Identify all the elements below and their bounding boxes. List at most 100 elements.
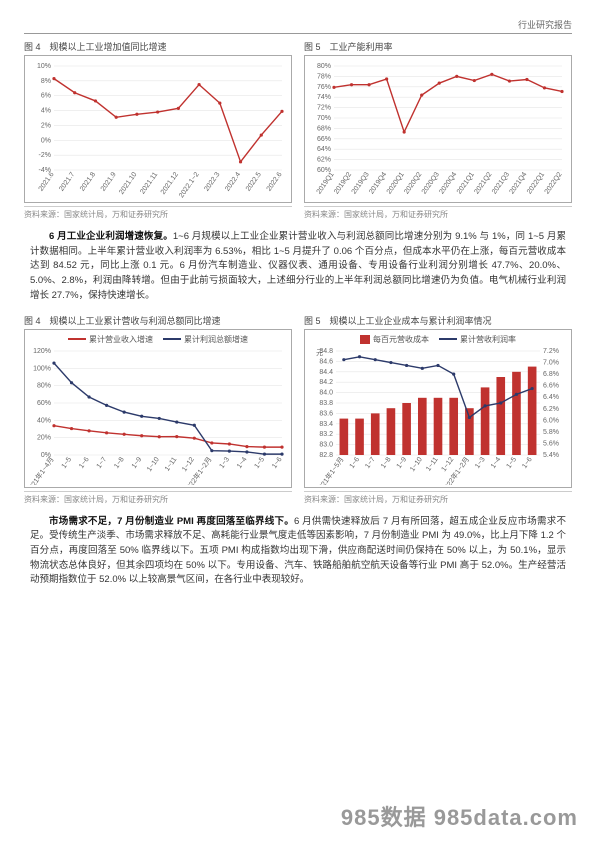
svg-text:1~6: 1~6 [78, 456, 91, 470]
svg-text:80%: 80% [317, 63, 331, 70]
chart4-caption: 图 5 规模以上工业企业成本与累计利润率情况 [304, 314, 572, 327]
svg-text:1~5: 1~5 [254, 456, 267, 470]
svg-text:70%: 70% [317, 115, 331, 122]
svg-text:1~3: 1~3 [218, 456, 231, 470]
svg-text:1~12: 1~12 [181, 456, 196, 473]
svg-text:60%: 60% [37, 400, 51, 407]
svg-text:2022Q2: 2022Q2 [544, 171, 564, 196]
chart3-caption: 图 4 规模以上工业累计营收与利润总额同比增速 [24, 314, 292, 327]
svg-text:2021.6: 2021.6 [38, 171, 56, 193]
svg-text:2021.10: 2021.10 [118, 171, 138, 196]
svg-text:1~11: 1~11 [425, 456, 440, 473]
chart2-panel: 图 5 工业产能利用率 60%62%64%66%68%70%72%74%76%7… [304, 40, 572, 230]
chart1-caption: 图 4 规模以上工业增加值同比增速 [24, 40, 292, 53]
svg-text:6.4%: 6.4% [543, 394, 559, 401]
paragraph-1: 6 月工业企业利润增速恢复。1~6 月规模以上工业企业累计营业收入与利润总额同比… [30, 230, 566, 304]
svg-text:6.8%: 6.8% [543, 371, 559, 378]
svg-text:2022.1~2: 2022.1~2 [178, 171, 201, 199]
svg-text:83.8: 83.8 [319, 400, 333, 407]
svg-text:83.6: 83.6 [319, 410, 333, 417]
svg-text:1~10: 1~10 [409, 456, 424, 473]
chart2-caption: 图 5 工业产能利用率 [304, 40, 572, 53]
svg-text:6.2%: 6.2% [543, 405, 559, 412]
chart3-panel: 图 4 规模以上工业累计营收与利润总额同比增速 累计营业收入增速 累计利润总额增… [24, 314, 292, 515]
svg-text:100%: 100% [33, 365, 51, 372]
watermark: 985数据 985data.com [341, 800, 578, 832]
svg-text:1~11: 1~11 [164, 456, 179, 473]
svg-text:2021年1~5月: 2021年1~5月 [314, 455, 345, 485]
svg-text:82.8: 82.8 [319, 452, 333, 459]
svg-text:1~6: 1~6 [349, 456, 362, 470]
paragraph-2: 市场需求不足，7 月份制造业 PMI 再度回落至临界线下。6 月供需快速释放后 … [30, 515, 566, 589]
svg-text:2022.6: 2022.6 [266, 171, 284, 193]
svg-text:2022.4: 2022.4 [224, 171, 242, 193]
svg-text:2022.3: 2022.3 [203, 171, 221, 193]
svg-text:1~5: 1~5 [61, 456, 74, 470]
chart1-source: 资料来源：国家统计局，万和证券研究所 [24, 206, 292, 220]
svg-text:1~5: 1~5 [506, 456, 519, 470]
svg-text:64%: 64% [317, 146, 331, 153]
svg-text:120%: 120% [33, 348, 51, 355]
svg-text:8%: 8% [41, 78, 51, 85]
svg-text:5.4%: 5.4% [543, 452, 559, 459]
svg-text:84.0: 84.0 [319, 389, 333, 396]
svg-text:6.6%: 6.6% [543, 382, 559, 389]
svg-text:2021.8: 2021.8 [79, 171, 97, 193]
chart3-box: 累计营业收入增速 累计利润总额增速 0%20%40%60%80%100%120%… [24, 329, 292, 488]
svg-text:1~6: 1~6 [271, 456, 284, 470]
svg-text:84.4: 84.4 [319, 368, 333, 375]
svg-text:1~6: 1~6 [521, 456, 534, 470]
svg-text:6%: 6% [41, 93, 51, 100]
chart3-legend: 累计营业收入增速 累计利润总额增速 [27, 334, 289, 345]
svg-text:2022.5: 2022.5 [245, 171, 263, 193]
legend-swatch-icon [163, 338, 181, 340]
svg-text:2021.11: 2021.11 [139, 171, 159, 195]
chart2-svg: 60%62%64%66%68%70%72%74%76%78%80%2019Q12… [307, 60, 569, 200]
svg-text:66%: 66% [317, 136, 331, 143]
chart2-box: 60%62%64%66%68%70%72%74%76%78%80%2019Q12… [304, 55, 572, 203]
svg-text:10%: 10% [37, 63, 51, 70]
svg-text:83.4: 83.4 [319, 420, 333, 427]
svg-text:83.0: 83.0 [319, 441, 333, 448]
svg-text:76%: 76% [317, 84, 331, 91]
legend-swatch-icon [439, 338, 457, 340]
svg-text:6.0%: 6.0% [543, 417, 559, 424]
report-page: 行业研究报告 图 4 规模以上工业增加值同比增速 -4%-2%0%2%4%6%8… [0, 0, 596, 842]
svg-text:1~10: 1~10 [146, 456, 161, 473]
chart4-legend: 每百元营收成本 累计营收利润率 [307, 334, 569, 345]
svg-text:2021.7: 2021.7 [58, 171, 76, 193]
svg-text:74%: 74% [317, 94, 331, 101]
svg-text:1~3: 1~3 [474, 456, 487, 470]
svg-text:2021年1~4月: 2021年1~4月 [27, 455, 56, 485]
svg-text:84.2: 84.2 [319, 379, 333, 386]
chart1-panel: 图 4 规模以上工业增加值同比增速 -4%-2%0%2%4%6%8%10%202… [24, 40, 292, 230]
chart4-svg: 82.883.083.283.483.683.884.084.284.484.6… [307, 345, 569, 485]
svg-text:62%: 62% [317, 157, 331, 164]
svg-text:5.6%: 5.6% [543, 440, 559, 447]
svg-text:1~7: 1~7 [96, 456, 109, 470]
svg-text:1~12: 1~12 [441, 456, 456, 473]
svg-text:72%: 72% [317, 105, 331, 112]
chart3-svg: 0%20%40%60%80%100%120%2021年1~4月1~51~61~7… [27, 345, 289, 485]
svg-text:4%: 4% [41, 108, 51, 115]
svg-text:68%: 68% [317, 125, 331, 132]
svg-text:2021.12: 2021.12 [160, 171, 180, 196]
svg-text:1~9: 1~9 [396, 456, 409, 470]
svg-text:78%: 78% [317, 73, 331, 80]
page-header: 行业研究报告 [24, 18, 572, 34]
chart4-source: 资料来源：国家统计局，万和证券研究所 [304, 491, 572, 505]
svg-text:2021.9: 2021.9 [100, 171, 118, 193]
legend-label: 累计营收利润率 [460, 334, 516, 345]
legend-swatch-icon [68, 338, 86, 340]
chart1-box: -4%-2%0%2%4%6%8%10%2021.62021.72021.8202… [24, 55, 292, 203]
svg-text:0%: 0% [41, 137, 51, 144]
legend-label: 累计利润总额增速 [184, 334, 248, 345]
legend-label: 累计营业收入增速 [89, 334, 153, 345]
svg-text:7.0%: 7.0% [543, 359, 559, 366]
svg-text:7.2%: 7.2% [543, 348, 559, 355]
chart4-box: 每百元营收成本 累计营收利润率 82.8 83.0 83.2 83.4 83.6 83.8… [304, 329, 572, 488]
svg-text:-2%: -2% [39, 152, 51, 159]
legend-bar-icon [360, 335, 370, 344]
svg-text:40%: 40% [37, 417, 51, 424]
svg-text:83.2: 83.2 [319, 431, 333, 438]
